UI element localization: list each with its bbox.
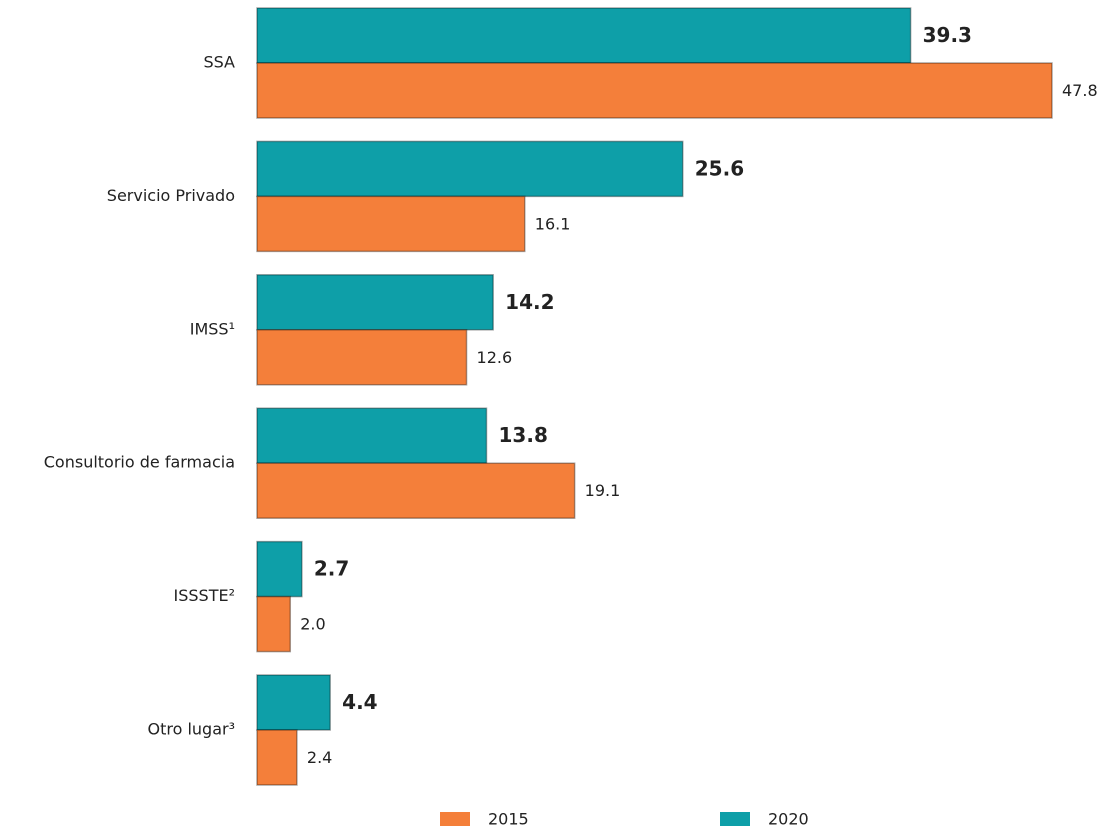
value-label: 47.8: [1062, 81, 1098, 100]
value-label: 2.4: [307, 748, 332, 767]
value-label: 25.6: [695, 156, 744, 180]
value-label: 39.3: [923, 23, 972, 47]
bar: [256, 729, 298, 786]
category-label: Otro lugar³: [147, 720, 235, 739]
category-label: Servicio Privado: [107, 186, 235, 205]
bar: [256, 407, 488, 464]
value-label: 16.1: [535, 214, 571, 233]
bar: [256, 329, 468, 386]
bar: [256, 140, 684, 198]
category-label: Consultorio de farmacia: [44, 453, 235, 472]
legend-label: 2015: [488, 810, 529, 828]
category-label: IMSS¹: [190, 319, 235, 338]
legend-swatch: [720, 812, 750, 826]
bar: [256, 7, 912, 64]
legend-swatch: [440, 812, 470, 826]
value-label: 2.0: [300, 615, 325, 634]
category-label: ISSSTE²: [174, 586, 235, 605]
value-label: 4.4: [342, 690, 377, 714]
bar: [256, 674, 331, 731]
bar: [256, 595, 292, 653]
value-label: 19.1: [585, 481, 621, 500]
bar: [256, 195, 526, 253]
category-label: SSA: [203, 53, 235, 72]
legend-label: 2020: [768, 810, 809, 828]
value-label: 2.7: [314, 557, 349, 581]
bar: [256, 540, 303, 598]
bar: [256, 62, 1053, 119]
value-label: 14.2: [505, 290, 554, 314]
bar: [256, 274, 494, 331]
value-label: 13.8: [499, 423, 548, 447]
value-label: 12.6: [477, 348, 513, 367]
bar: [256, 462, 576, 519]
